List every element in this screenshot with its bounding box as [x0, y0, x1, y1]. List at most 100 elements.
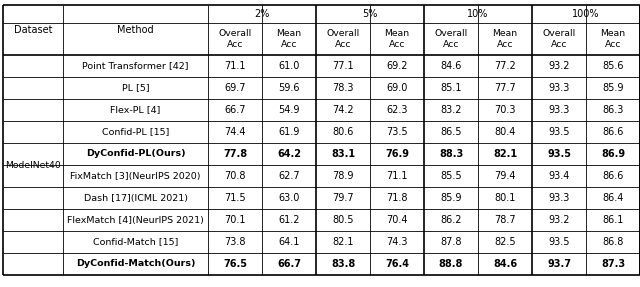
Text: 80.5: 80.5 [332, 215, 354, 225]
Text: 93.2: 93.2 [548, 61, 570, 71]
Text: 64.1: 64.1 [278, 237, 300, 247]
Text: 70.4: 70.4 [387, 215, 408, 225]
Text: DyConfid-PL(Ours): DyConfid-PL(Ours) [86, 150, 186, 158]
Text: 93.5: 93.5 [547, 149, 571, 159]
Text: Mean
Acc: Mean Acc [492, 29, 518, 49]
Text: 71.1: 71.1 [224, 61, 246, 71]
Text: 76.5: 76.5 [223, 259, 247, 269]
Text: 93.2: 93.2 [548, 215, 570, 225]
Text: 85.9: 85.9 [602, 83, 624, 93]
Text: Point Transformer [42]: Point Transformer [42] [83, 61, 189, 71]
Text: 69.2: 69.2 [387, 61, 408, 71]
Text: 86.3: 86.3 [602, 105, 624, 115]
Text: 86.8: 86.8 [602, 237, 624, 247]
Text: Flex-PL [4]: Flex-PL [4] [110, 106, 161, 115]
Text: 78.7: 78.7 [494, 215, 516, 225]
Text: 78.9: 78.9 [332, 171, 354, 181]
Text: ModelNet40: ModelNet40 [5, 160, 61, 170]
Text: 93.3: 93.3 [548, 193, 570, 203]
Text: 73.8: 73.8 [224, 237, 246, 247]
Text: 5%: 5% [362, 9, 378, 19]
Text: 93.3: 93.3 [548, 105, 570, 115]
Text: 73.5: 73.5 [386, 127, 408, 137]
Text: 61.0: 61.0 [278, 61, 300, 71]
Text: 93.3: 93.3 [548, 83, 570, 93]
Text: Mean
Acc: Mean Acc [276, 29, 301, 49]
Text: Mean
Acc: Mean Acc [385, 29, 410, 49]
Text: 85.9: 85.9 [440, 193, 461, 203]
Text: 83.2: 83.2 [440, 105, 461, 115]
Text: 78.3: 78.3 [332, 83, 354, 93]
Text: 82.5: 82.5 [494, 237, 516, 247]
Text: 63.0: 63.0 [278, 193, 300, 203]
Text: 88.3: 88.3 [439, 149, 463, 159]
Text: 93.7: 93.7 [547, 259, 571, 269]
Text: Confid-PL [15]: Confid-PL [15] [102, 127, 169, 137]
Text: Dataset: Dataset [13, 25, 52, 35]
Text: 86.9: 86.9 [601, 149, 625, 159]
Text: 93.5: 93.5 [548, 237, 570, 247]
Text: 69.0: 69.0 [387, 83, 408, 93]
Text: 80.6: 80.6 [332, 127, 354, 137]
Text: 70.3: 70.3 [494, 105, 516, 115]
Text: 66.7: 66.7 [224, 105, 246, 115]
Text: 85.6: 85.6 [602, 61, 624, 71]
Text: 61.2: 61.2 [278, 215, 300, 225]
Text: 77.2: 77.2 [494, 61, 516, 71]
Text: 66.7: 66.7 [277, 259, 301, 269]
Text: 74.2: 74.2 [332, 105, 354, 115]
Text: Overall
Acc: Overall Acc [542, 29, 575, 49]
Text: 71.8: 71.8 [387, 193, 408, 203]
Text: 74.4: 74.4 [224, 127, 246, 137]
Text: 86.2: 86.2 [440, 215, 461, 225]
Text: 85.5: 85.5 [440, 171, 462, 181]
Text: 100%: 100% [572, 9, 600, 19]
Text: 86.1: 86.1 [602, 215, 624, 225]
Text: 87.3: 87.3 [601, 259, 625, 269]
Text: Mean
Acc: Mean Acc [600, 29, 625, 49]
Text: 86.6: 86.6 [602, 127, 624, 137]
Text: 76.9: 76.9 [385, 149, 409, 159]
Text: 10%: 10% [467, 9, 489, 19]
Text: Overall
Acc: Overall Acc [326, 29, 360, 49]
Text: 77.8: 77.8 [223, 149, 247, 159]
Text: 83.8: 83.8 [331, 259, 355, 269]
Text: 61.9: 61.9 [278, 127, 300, 137]
Text: 74.3: 74.3 [387, 237, 408, 247]
Text: 70.8: 70.8 [224, 171, 246, 181]
Text: 84.6: 84.6 [440, 61, 461, 71]
Text: 86.6: 86.6 [602, 171, 624, 181]
Text: 79.7: 79.7 [332, 193, 354, 203]
Text: FlexMatch [4](NeurIPS 2021): FlexMatch [4](NeurIPS 2021) [67, 216, 204, 224]
Text: 59.6: 59.6 [278, 83, 300, 93]
Text: DyConfid-Match(Ours): DyConfid-Match(Ours) [76, 259, 195, 269]
Text: 69.7: 69.7 [224, 83, 246, 93]
Text: 93.5: 93.5 [548, 127, 570, 137]
Text: 83.1: 83.1 [331, 149, 355, 159]
Text: 87.8: 87.8 [440, 237, 461, 247]
Text: 79.4: 79.4 [494, 171, 516, 181]
Text: 84.6: 84.6 [493, 259, 517, 269]
Text: 82.1: 82.1 [332, 237, 354, 247]
Text: Overall
Acc: Overall Acc [435, 29, 468, 49]
Text: 86.4: 86.4 [602, 193, 624, 203]
Text: 71.5: 71.5 [224, 193, 246, 203]
Text: 80.1: 80.1 [494, 193, 516, 203]
Text: PL [5]: PL [5] [122, 84, 149, 92]
Text: 77.7: 77.7 [494, 83, 516, 93]
Text: Method: Method [117, 25, 154, 35]
Text: 62.3: 62.3 [387, 105, 408, 115]
Text: 71.1: 71.1 [387, 171, 408, 181]
Text: Confid-Match [15]: Confid-Match [15] [93, 238, 178, 247]
Text: Overall
Acc: Overall Acc [218, 29, 252, 49]
Text: 85.1: 85.1 [440, 83, 461, 93]
Text: FixMatch [3](NeurIPS 2020): FixMatch [3](NeurIPS 2020) [70, 172, 201, 181]
Text: 93.4: 93.4 [548, 171, 570, 181]
Text: 70.1: 70.1 [224, 215, 246, 225]
Text: 86.5: 86.5 [440, 127, 461, 137]
Text: 76.4: 76.4 [385, 259, 409, 269]
Text: 54.9: 54.9 [278, 105, 300, 115]
Text: 77.1: 77.1 [332, 61, 354, 71]
Text: 82.1: 82.1 [493, 149, 517, 159]
Text: 64.2: 64.2 [277, 149, 301, 159]
